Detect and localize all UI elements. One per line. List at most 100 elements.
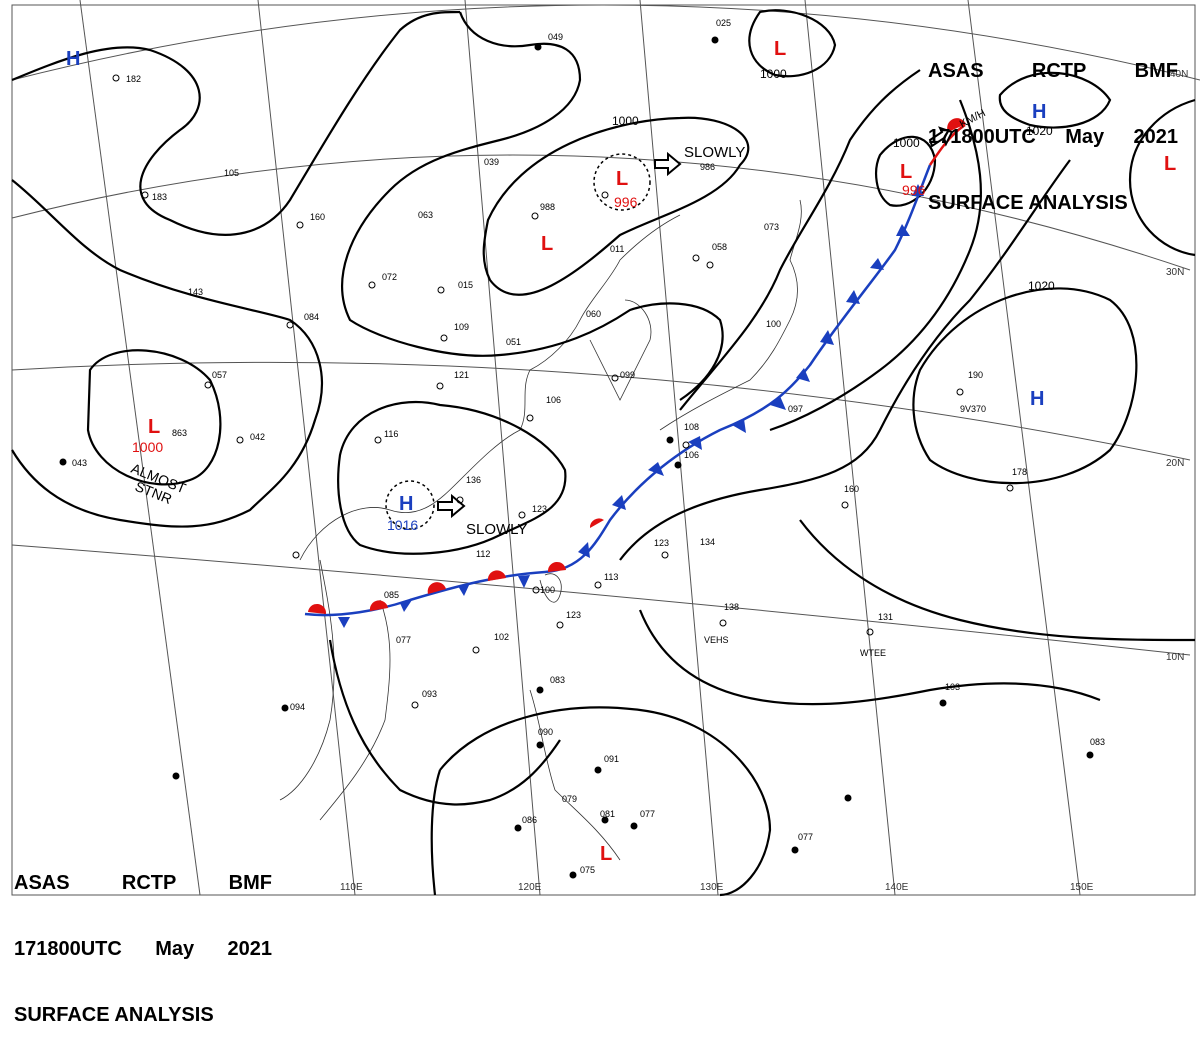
station-circle (141, 191, 149, 199)
station-circle (518, 511, 526, 519)
station-label: 043 (72, 458, 87, 468)
pressure-value: 1016 (387, 517, 418, 533)
station-circle (841, 501, 849, 509)
warm-bump (369, 600, 388, 611)
lon-label-120e: 120E (518, 882, 542, 893)
isobar-1020-far-east-high (998, 71, 1112, 129)
station-label: 121 (454, 370, 469, 380)
cold-tooth (578, 542, 590, 558)
station-label: 086 (522, 815, 537, 825)
station-label: 077 (396, 635, 411, 645)
dashed-circle-1016 (385, 480, 435, 530)
station-label: 863 (172, 428, 187, 438)
station-label: 113 (604, 572, 618, 582)
station-label: 075 (580, 865, 595, 875)
station-circle (374, 436, 382, 444)
lon-label-140e: 140E (885, 882, 909, 893)
header-agency-part: BMF (228, 872, 272, 894)
station-label: 011 (610, 244, 624, 254)
header-time-part: 2021 (227, 938, 273, 960)
center-circles (385, 153, 651, 530)
station-circle (1006, 484, 1014, 492)
station-label: 178 (1012, 467, 1027, 477)
station-label: 072 (382, 272, 397, 282)
station-dots (59, 36, 1094, 879)
station-label: 042 (250, 432, 265, 442)
pressure-center-l: L (616, 168, 628, 190)
station-label: 015 (458, 280, 473, 290)
station-label: 108 (684, 422, 699, 432)
isobar-outer-west2 (11, 179, 323, 528)
station-labels: VEHS WTEE 9V370 182 105 049 039 063 986 … (72, 18, 1105, 875)
isobar-label: 1000 (612, 114, 639, 128)
station-dot (630, 822, 638, 830)
station-label: 057 (212, 370, 227, 380)
station-label: 081 (600, 809, 615, 819)
cold-tooth (338, 617, 350, 628)
annotation-slowly: SLOWLY (684, 144, 745, 161)
lon-label-150e: 150E (1070, 882, 1094, 893)
cold-tooth (896, 224, 910, 236)
pressure-center-l: L (600, 843, 612, 865)
isobar-south-west (328, 639, 561, 806)
station-label: VEHS (704, 635, 729, 645)
lat-label-30n: 30N (1166, 267, 1184, 278)
header-title: SURFACE ANALYSIS (14, 1004, 214, 1026)
station-label: 091 (604, 754, 619, 764)
station-dot (534, 43, 542, 51)
pressure-center-l: L (774, 38, 786, 60)
latitude-line-30n (11, 154, 1191, 271)
warm-bump (427, 582, 446, 594)
header-agency-part: RCTP (121, 872, 177, 894)
station-dot (601, 816, 609, 824)
pressure-center-h: H (1030, 388, 1044, 410)
longitude-line-120e (464, 0, 541, 896)
station-label: 183 (152, 192, 167, 202)
station-label: 085 (384, 590, 399, 600)
station-dot (674, 461, 682, 469)
coast-korea (589, 299, 652, 401)
station-label: 160 (844, 484, 859, 494)
stationary-front (304, 118, 966, 628)
header-time-part: May (155, 938, 195, 960)
header-time-part: May (1065, 126, 1105, 148)
header-time-part: 2021 (1133, 126, 1179, 148)
station-circle (706, 261, 714, 269)
station-label: 123 (566, 610, 581, 620)
station-label: 109 (454, 322, 469, 332)
longitude-line-130e (639, 0, 719, 896)
station-label: 090 (538, 727, 553, 737)
pressure-centers: H L H L L L L L H H L (66, 38, 1176, 865)
latitude-labels: 40N 30N 20N 10N (1166, 69, 1188, 663)
cold-tooth (688, 436, 702, 450)
lat-label-40n: 40N (1170, 69, 1188, 80)
station-label: 063 (418, 210, 433, 220)
header-time-row: 171800UTC May 2021 (928, 126, 1178, 148)
station-label: 077 (798, 832, 813, 842)
station-dot (594, 766, 602, 774)
station-label: 138 (724, 602, 739, 612)
station-dot (281, 704, 289, 712)
lat-label-10n: 10N (1166, 652, 1184, 663)
station-label: 116 (384, 429, 398, 439)
cold-tooth (648, 462, 664, 476)
station-label: 190 (968, 370, 983, 380)
station-dot (536, 741, 544, 749)
isobar-label: 1020 (1026, 124, 1053, 138)
station-circle (866, 628, 874, 636)
cold-tooth (458, 583, 470, 596)
pressure-value: 1000 (132, 439, 163, 455)
longitude-line-140e (804, 0, 896, 896)
station-circle (472, 646, 480, 654)
cold-tooth (732, 419, 746, 433)
pressure-center-l: L (148, 416, 160, 438)
dashed-circle-996 (593, 153, 651, 211)
station-label: 182 (126, 74, 141, 84)
arrow-icon (928, 126, 954, 148)
station-circle (368, 281, 376, 289)
coastlines (279, 199, 802, 861)
station-label: WTEE (860, 648, 886, 658)
station-circle (556, 621, 564, 629)
station-dot (172, 772, 180, 780)
cold-tooth (518, 575, 530, 588)
